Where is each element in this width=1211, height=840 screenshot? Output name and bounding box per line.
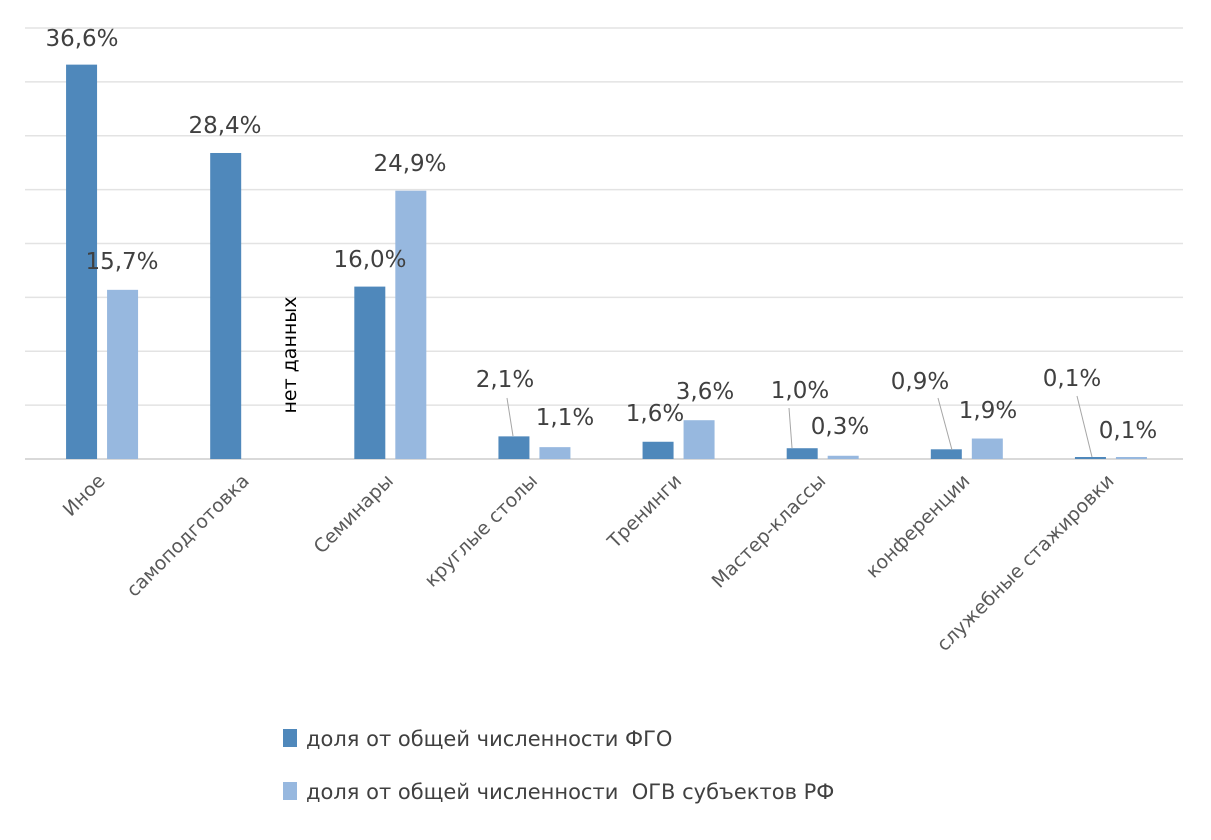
data-label: 1,9% — [959, 398, 1017, 424]
bar-fgo-0 — [66, 64, 98, 459]
bar-fgo-5 — [786, 448, 818, 459]
bar-fgo-6 — [930, 449, 962, 459]
category-label: самоподготовка — [122, 470, 253, 601]
data-label: 16,0% — [333, 247, 406, 273]
leader-line — [1076, 395, 1093, 458]
legend-swatch-ogv — [283, 782, 297, 800]
legend: доля от общей численности ФГО доля от об… — [283, 727, 834, 804]
bar-ogv-3 — [539, 447, 571, 459]
no-data-annotation: нет данных — [279, 296, 301, 413]
legend-swatch-fgo — [283, 729, 297, 747]
bar-ogv-4 — [683, 420, 715, 459]
data-label: 24,9% — [373, 151, 446, 177]
data-label: 1,0% — [771, 378, 829, 404]
gridlines — [25, 27, 1183, 460]
bar-ogv-0 — [107, 289, 139, 459]
bar-fgo-1 — [210, 152, 242, 460]
data-label: 0,9% — [891, 369, 949, 395]
category-label: Семинары — [310, 470, 398, 558]
bar-fgo-7 — [1074, 457, 1106, 459]
bar-fgo-3 — [498, 436, 530, 459]
category-labels: Иное самоподготовка Семинары круглые столы Т… — [59, 470, 1119, 656]
category-label: конференции — [862, 470, 975, 583]
legend-label-fgo: доля от общей численности ФГО — [306, 727, 672, 751]
data-label: 1,6% — [626, 401, 684, 427]
legend-label-ogv: доля от общей численности ОГВ субъектов … — [306, 780, 834, 804]
data-label: 0,3% — [811, 414, 869, 440]
data-labels: 36,6% 28,4% 16,0% 2,1% 1,6% 1,0% 0,9% 0,1% 15,7%… — [45, 26, 1157, 458]
category-label: Мастер-классы — [708, 470, 831, 593]
bar-fgo-4 — [642, 441, 674, 459]
bars — [66, 64, 1147, 460]
category-label: Тренинги — [603, 470, 686, 553]
data-label: 2,1% — [476, 367, 534, 393]
bar-fgo-2 — [354, 286, 386, 459]
bar-ogv-6 — [971, 438, 1003, 459]
data-label: 15,7% — [85, 249, 158, 275]
category-label: круглые столы — [420, 470, 542, 592]
leader-line — [788, 407, 793, 449]
data-label: 28,4% — [188, 113, 261, 139]
bar-ogv-7 — [1115, 457, 1147, 459]
data-label: 0,1% — [1043, 366, 1101, 392]
bar-ogv-2 — [395, 190, 427, 459]
data-label: 3,6% — [676, 379, 734, 405]
bar-ogv-5 — [827, 455, 859, 459]
leader-line — [937, 397, 953, 451]
category-label: Иное — [59, 470, 110, 521]
leader-line — [506, 397, 514, 437]
data-label: 1,1% — [536, 405, 594, 431]
data-label: 0,1% — [1099, 418, 1157, 444]
data-label: 36,6% — [45, 26, 118, 52]
